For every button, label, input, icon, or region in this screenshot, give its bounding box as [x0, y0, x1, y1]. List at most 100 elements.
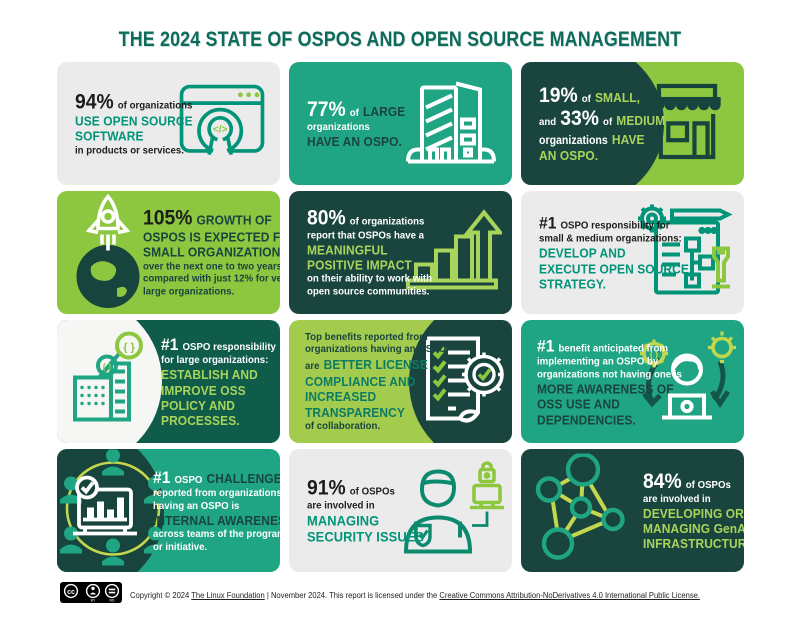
caption-text: are involved in [307, 499, 375, 512]
caption-text: benefit anticipated from [558, 341, 668, 354]
stat-value: 33% [560, 106, 599, 130]
emphasis-text: GROWTH OF [196, 212, 272, 228]
card-text: 80% of organizations report that OSPOs h… [307, 206, 432, 299]
emphasis-text: STRATEGY. [539, 276, 607, 292]
card-top-benefits: Top benefits reported from organizations… [289, 320, 512, 443]
card-responsibility-large: ( ) { } #1 OSPO responsibility for large… [57, 320, 280, 443]
stat-caption: of organizations [349, 215, 425, 228]
emphasis-text: DEVELOPING OR [643, 505, 744, 521]
stat-value: 80% [307, 206, 346, 230]
caption-text: are involved in [643, 492, 711, 505]
card-text: #1 OSPO responsibility for small & mediu… [539, 213, 689, 292]
emphasis-text: DEVELOP AND [539, 245, 626, 261]
stat-caption: of organizations [117, 99, 193, 112]
cc-by-nd-badge-icon[interactable]: cc BY ND [60, 582, 122, 608]
header: THE 2024 STATE OF OSPOS AND OPEN SOURCE … [0, 28, 800, 52]
emphasis-text: OSPOS IS EXPECTED FOR [143, 229, 280, 245]
card-ospo-challenge: #1 OSPO CHALLENGE reported from organiza… [57, 449, 280, 572]
growth-chart-icon [402, 204, 505, 301]
emphasis-text: SOFTWARE [75, 128, 144, 144]
emphasis-text: TRANSPARENCY [305, 404, 405, 420]
emphasis-text: EXECUTE OPEN SOURCE [539, 261, 689, 277]
emphasis-text: INCREASED [305, 389, 377, 405]
stat-caption: of OSPOs [685, 478, 731, 491]
emphasis-text: HAVE AN OSPO. [307, 133, 402, 149]
caption-text: OSPO responsibility [182, 340, 276, 353]
caption-text: OSPO responsibility for [560, 219, 670, 232]
rank-value: #1 [539, 213, 557, 233]
emphasis-text: CHALLENGE [206, 470, 280, 486]
stat-caption: of [349, 106, 359, 119]
office-building-icon [398, 69, 502, 178]
caption-text: compared with just 12% for very [143, 273, 280, 286]
curved-panel [521, 62, 664, 185]
card-ospo-growth: 105% GROWTH OF OSPOS IS EXPECTED FOR SMA… [57, 191, 280, 314]
linux-foundation-link[interactable]: The Linux Foundation [191, 590, 265, 600]
svg-text:{ }: { } [123, 341, 135, 353]
caption-text: large organizations. [143, 285, 235, 298]
caption-text: organizations having an OSPO [305, 343, 447, 356]
strategy-plan-icon [628, 200, 736, 305]
emphasis-text: DEPENDENCIES. [537, 411, 636, 427]
card-text: 105% GROWTH OF OSPOS IS EXPECTED FOR SMA… [143, 206, 280, 299]
card-text: #1 OSPO CHALLENGE reported from organiza… [153, 467, 280, 553]
rank-value: #1 [537, 335, 555, 355]
card-text: #1 benefit anticipated from implementing… [537, 336, 682, 427]
rocket-globe-icon [69, 192, 147, 313]
svg-text:ND: ND [109, 599, 115, 603]
card-responsibility-smb: #1 OSPO responsibility for small & mediu… [521, 191, 744, 314]
svg-text:cc: cc [67, 589, 75, 596]
footer: cc BY ND Copyright © 2024 The Linux Foun… [60, 582, 730, 608]
page-title: THE 2024 STATE OF OSPOS AND OPEN SOURCE … [118, 28, 682, 51]
caption-text: of collaboration. [305, 419, 381, 432]
stat-value: 19% [539, 83, 578, 107]
team-network-icon [59, 449, 175, 572]
caption-text: over the next one to two years [143, 260, 280, 273]
browser-code-icon: </> [176, 80, 268, 167]
card-grid: 94% of organizations USE OPEN SOURCE SOF… [57, 62, 744, 572]
stat-caption: of [581, 92, 591, 105]
emphasis-text: COMPLIANCE AND [305, 373, 416, 389]
card-text: 94% of organizations USE OPEN SOURCE SOF… [75, 90, 193, 157]
caption-text: organizations [307, 121, 370, 134]
caption-text: report that OSPOs have a [307, 229, 425, 242]
card-text: 77% of LARGE organizations HAVE AN OSPO. [307, 98, 405, 150]
caption-text: small & medium organizations: [539, 233, 682, 246]
caption-text: on their ability to work with [307, 273, 433, 286]
emphasis-text: AN OSPO. [539, 148, 599, 164]
emphasis-text: SMALL, [594, 89, 641, 105]
emphasis-text: POSITIVE IMPACT [307, 257, 412, 273]
caption-text: Top benefits reported from [305, 330, 428, 343]
cc-license-link[interactable]: Creative Commons Attribution-NoDerivativ… [439, 590, 701, 600]
emphasis-text: ESTABLISH AND [161, 367, 258, 383]
storefront-icon [644, 78, 730, 169]
emphasis-text: BETTER LICENSE [323, 356, 428, 372]
emphasis-text: OSS USE AND [537, 396, 620, 412]
caption-text: reported from organizations [153, 487, 280, 500]
emphasis-text: SMALL ORGANIZATIONS [143, 245, 280, 261]
card-text: 84% of OSPOs are involved in DEVELOPING … [643, 469, 744, 551]
emphasis-text: MEDIUM [616, 112, 666, 128]
svg-text:( ): ( ) [103, 361, 112, 371]
svg-text:</>: </> [213, 124, 228, 135]
stat-value: 105% [143, 206, 193, 230]
stat-value: 91% [307, 475, 346, 499]
security-person-icon [394, 459, 504, 562]
caption-text: are [305, 359, 320, 372]
card-large-org-ospo: 77% of LARGE organizations HAVE AN OSPO. [289, 62, 512, 185]
developer-awareness-icon: { } [630, 327, 742, 436]
caption-text: in products or services. [75, 144, 184, 157]
checklist-gear-icon [412, 330, 504, 433]
caption-text: open source communities. [307, 285, 430, 298]
stat-caption: of [603, 115, 613, 128]
svg-text:BY: BY [91, 599, 96, 603]
card-genai-infrastructure: 84% of OSPOs are involved in DEVELOPING … [521, 449, 744, 572]
card-text: 19% of SMALL, and 33% of MEDIUM organiza… [539, 83, 665, 163]
emphasis-text: POLICY AND [161, 397, 236, 413]
building-code-icon: ( ) { } [65, 329, 157, 434]
license-text: Copyright © 2024 The Linux Foundation | … [130, 591, 700, 600]
caption-text: for large organizations: [161, 354, 269, 367]
card-anticipated-benefit: #1 benefit anticipated from implementing… [521, 320, 744, 443]
card-security-issues: 91% of OSPOs are involved in MANAGING SE… [289, 449, 512, 572]
emphasis-text: PROCESSES. [161, 413, 240, 429]
